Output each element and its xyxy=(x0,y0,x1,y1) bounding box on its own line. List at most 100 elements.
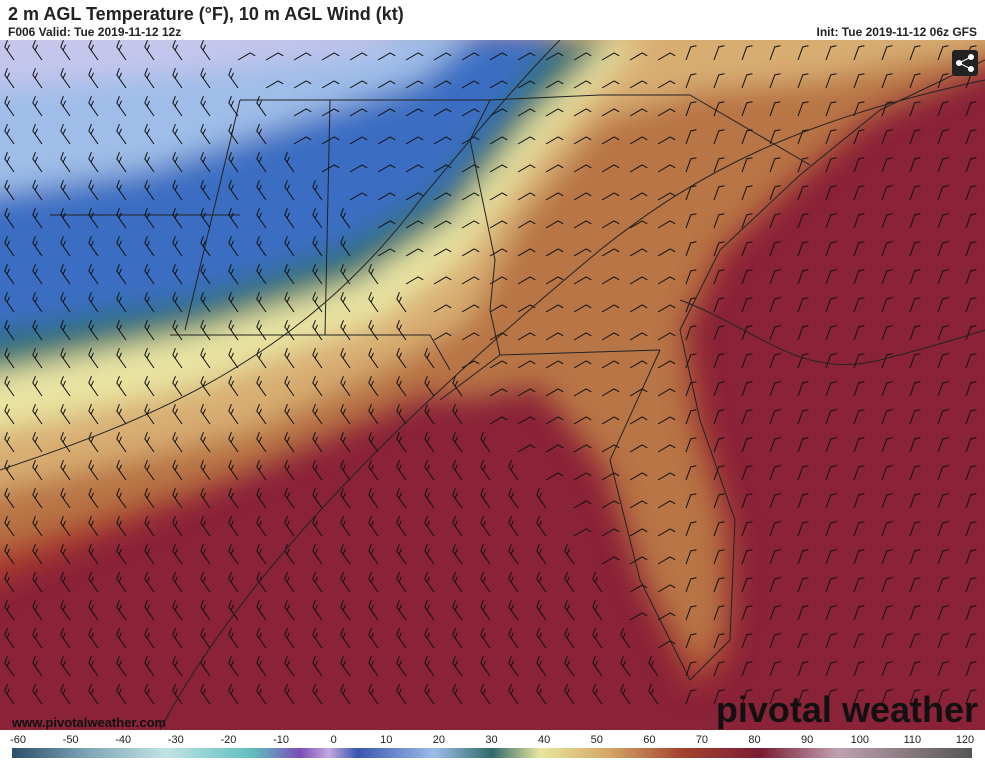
wind-barb xyxy=(657,164,676,173)
wind-barb xyxy=(461,52,480,61)
wind-barb xyxy=(881,381,893,397)
wind-barb xyxy=(573,444,592,453)
wind-barb xyxy=(853,437,865,453)
wind-barb xyxy=(340,347,351,369)
wind-barb xyxy=(340,207,351,229)
wind-barb xyxy=(88,347,99,369)
share-button[interactable] xyxy=(952,50,978,76)
wind-barb xyxy=(116,543,127,565)
wind-barb xyxy=(312,543,323,565)
wind-barb xyxy=(116,515,127,537)
wind-barb xyxy=(32,347,43,369)
wind-barb xyxy=(685,465,697,481)
wind-barb xyxy=(536,543,547,565)
wind-barb xyxy=(293,80,312,89)
wind-barb xyxy=(965,213,977,229)
wind-barb xyxy=(937,45,949,61)
watermark: www.pivotalweather.com xyxy=(11,715,166,730)
wind-barb xyxy=(685,45,697,61)
wind-barb xyxy=(881,325,893,341)
wind-barb xyxy=(797,409,809,425)
wind-barb xyxy=(797,661,809,677)
wind-barb xyxy=(144,515,155,537)
wind-barb xyxy=(144,375,155,397)
wind-barb xyxy=(909,465,921,481)
colorbar-label: -50 xyxy=(63,734,79,746)
wind-barb xyxy=(312,179,323,201)
wind-barb xyxy=(4,683,15,705)
wind-barb xyxy=(545,304,564,313)
wind-barb xyxy=(517,108,536,117)
wind-barb xyxy=(200,179,211,201)
wind-barb xyxy=(713,241,725,257)
wind-barb xyxy=(881,689,893,705)
wind-barb xyxy=(517,248,536,257)
wind-barb xyxy=(853,325,865,341)
wind-barb xyxy=(937,661,949,677)
wind-barb xyxy=(60,543,71,565)
wind-barb xyxy=(909,185,921,201)
wind-barb xyxy=(937,437,949,453)
wind-barb xyxy=(937,241,949,257)
wind-barb xyxy=(461,192,480,201)
wind-barb xyxy=(293,136,312,145)
wind-barb xyxy=(32,179,43,201)
wind-barb xyxy=(88,207,99,229)
wind-barb xyxy=(60,40,71,61)
lavender-band xyxy=(0,40,390,87)
wind-barb xyxy=(909,129,921,145)
wind-barb xyxy=(88,319,99,341)
wind-barb xyxy=(797,353,809,369)
wind-barb xyxy=(116,291,127,313)
wind-barb xyxy=(433,52,452,61)
wind-barb xyxy=(312,515,323,537)
wind-barb xyxy=(853,45,865,61)
wind-barb xyxy=(545,136,564,145)
wind-barb xyxy=(405,164,424,173)
wind-barb xyxy=(172,431,183,453)
wind-barb xyxy=(396,375,407,397)
wind-barb xyxy=(32,263,43,285)
wind-barb xyxy=(853,633,865,649)
wind-barb xyxy=(88,67,99,89)
wind-barb xyxy=(909,409,921,425)
wind-barb xyxy=(312,459,323,481)
wind-barb xyxy=(536,515,547,537)
wind-barb xyxy=(228,431,239,453)
wind-barb xyxy=(200,543,211,565)
wind-barb xyxy=(452,543,463,565)
wind-barb xyxy=(340,683,351,705)
wind-barb xyxy=(545,248,564,257)
wind-barb xyxy=(144,655,155,677)
wind-barb xyxy=(32,95,43,117)
wind-barb xyxy=(284,179,295,201)
wind-barb xyxy=(825,213,837,229)
init-time: Init: Tue 2019-11-12 06z GFS xyxy=(816,25,977,39)
wind-barb xyxy=(881,73,893,89)
wind-barb xyxy=(172,403,183,425)
wind-barb xyxy=(228,123,239,145)
wind-barb xyxy=(144,235,155,257)
wind-barb xyxy=(256,123,267,145)
wind-barb xyxy=(657,388,676,397)
wind-barb xyxy=(284,627,295,649)
wind-barb xyxy=(256,375,267,397)
wind-barb xyxy=(545,444,564,453)
wind-barb xyxy=(937,353,949,369)
wind-barb xyxy=(573,80,592,89)
wind-barb xyxy=(200,95,211,117)
wind-barb xyxy=(965,129,977,145)
wind-barb xyxy=(452,403,463,425)
wind-barb xyxy=(881,129,893,145)
wind-barb xyxy=(881,465,893,481)
wind-barb xyxy=(88,95,99,117)
wind-barb xyxy=(629,164,648,173)
wind-barb xyxy=(853,409,865,425)
wind-barb xyxy=(937,73,949,89)
wind-barb xyxy=(853,269,865,285)
colorbar-label: -30 xyxy=(168,734,184,746)
wind-barb xyxy=(685,549,697,565)
wind-barb xyxy=(909,689,921,705)
wind-barb xyxy=(853,689,865,705)
wind-barb xyxy=(769,157,781,173)
